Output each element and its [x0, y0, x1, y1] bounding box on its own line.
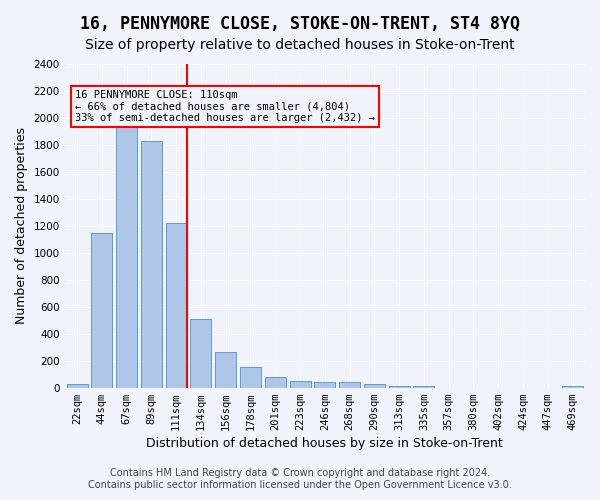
Bar — [290, 381, 311, 388]
Text: 16, PENNYMORE CLOSE, STOKE-ON-TRENT, ST4 8YQ: 16, PENNYMORE CLOSE, STOKE-ON-TRENT, ST4… — [80, 15, 520, 33]
Text: 16 PENNYMORE CLOSE: 110sqm
← 66% of detached houses are smaller (4,804)
33% of s: 16 PENNYMORE CLOSE: 110sqm ← 66% of deta… — [75, 90, 375, 123]
Bar — [413, 386, 434, 388]
Bar — [562, 386, 583, 388]
Bar — [141, 141, 162, 388]
Bar — [67, 384, 88, 388]
Bar — [91, 232, 112, 388]
Bar — [190, 319, 211, 388]
Bar — [166, 223, 187, 388]
Bar — [314, 382, 335, 388]
Text: Size of property relative to detached houses in Stoke-on-Trent: Size of property relative to detached ho… — [85, 38, 515, 52]
Bar — [116, 124, 137, 388]
Y-axis label: Number of detached properties: Number of detached properties — [15, 128, 28, 324]
Bar — [240, 368, 261, 388]
Text: Contains HM Land Registry data © Crown copyright and database right 2024.
Contai: Contains HM Land Registry data © Crown c… — [88, 468, 512, 490]
Bar — [364, 384, 385, 388]
Bar — [389, 386, 410, 388]
Bar — [215, 352, 236, 388]
X-axis label: Distribution of detached houses by size in Stoke-on-Trent: Distribution of detached houses by size … — [146, 437, 503, 450]
Bar — [265, 377, 286, 388]
Bar — [339, 382, 360, 388]
